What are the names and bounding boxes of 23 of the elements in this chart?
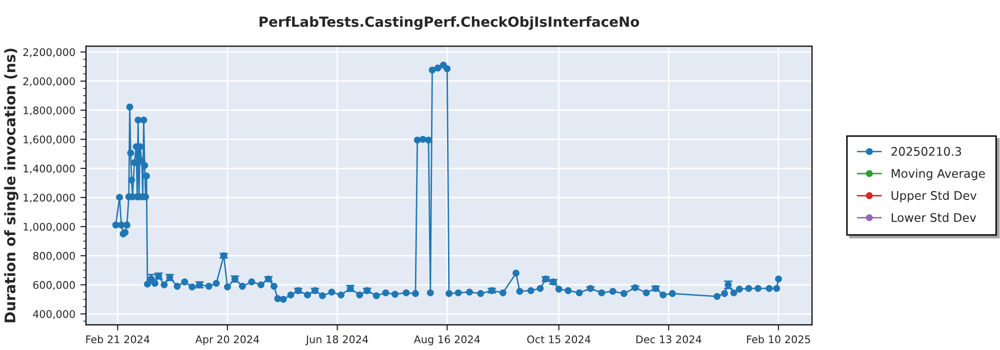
- x-tick-label: Apr 20 2024: [195, 335, 260, 346]
- legend-label: Lower Std Dev: [892, 212, 976, 222]
- legend-label: Moving Average: [892, 168, 985, 180]
- y-tick-label: 800,000: [33, 252, 75, 261]
- y-tick-label: 2,000,000: [23, 77, 75, 86]
- x-tick-label: Feb 21 2024: [86, 335, 150, 344]
- x-tick-label: Dec 13 2024: [636, 335, 702, 344]
- chart-title: PerfLabTests.CastingPerf.CheckObjIsInterfaceNo: [260, 16, 640, 30]
- y-tick-label: 1,600,000: [24, 136, 75, 144]
- y-tick-label: 1,000,000: [24, 222, 75, 232]
- y-tick-label: 600,000: [33, 281, 75, 290]
- x-tick-label: Aug 16 2024: [414, 335, 480, 346]
- y-tick-label: 2,200,000: [23, 48, 75, 58]
- y-tick-label: 1,800,000: [24, 106, 75, 116]
- y-tick-label: 400,000: [33, 310, 75, 320]
- y-axis-title: Duration of single invocation (ns): [4, 48, 18, 322]
- y-tick-label: 1,200,000: [24, 194, 75, 203]
- y-tick-label: 1,400,000: [24, 164, 75, 174]
- legend-label: Upper Std Dev: [892, 190, 976, 202]
- x-tick-label: Feb 10 2025: [747, 335, 810, 344]
- x-tick-label: Oct 15 2024: [527, 335, 590, 344]
- legend-label: 20250210.3: [891, 146, 962, 156]
- x-tick-label: Jun 18 2024: [305, 335, 368, 346]
